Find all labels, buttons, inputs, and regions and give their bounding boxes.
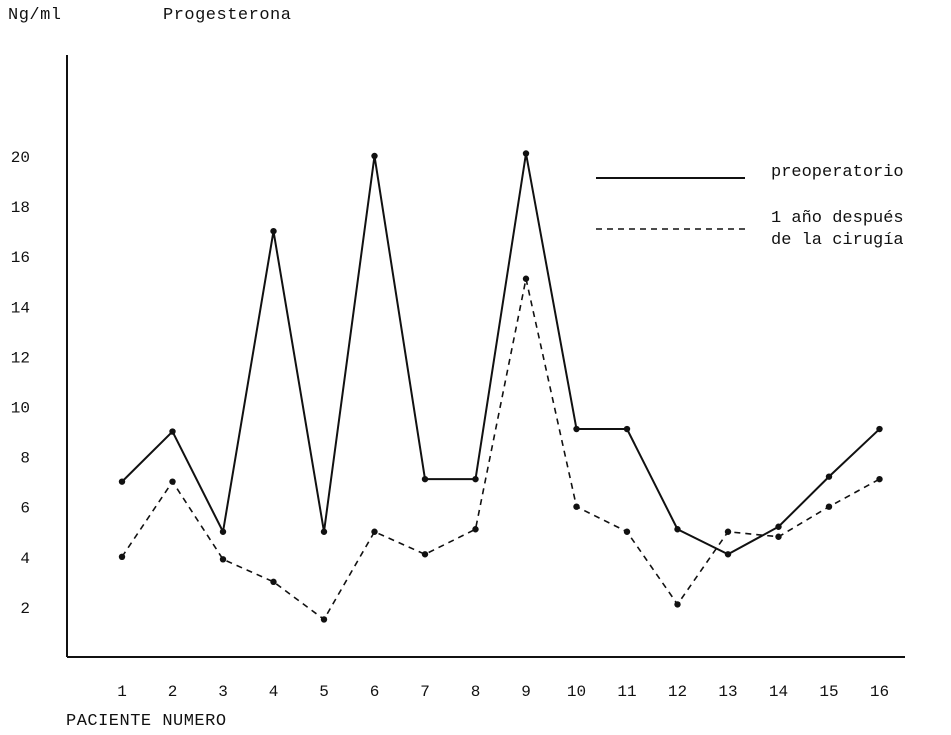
data-point [724,551,732,558]
legend-label-post-surgery: 1 año después de la cirugía [771,209,904,250]
x-tick-label: 2 [168,683,178,701]
data-point [674,601,681,608]
data-point [876,425,883,433]
x-tick-label: 3 [218,683,228,701]
data-point [724,528,732,535]
data-point [472,526,479,533]
x-tick-label: 15 [819,683,838,701]
x-tick-label: 1 [117,683,127,701]
data-point [169,478,176,485]
x-tick-label: 8 [471,683,481,701]
data-point [674,526,681,533]
x-tick-label: 12 [668,683,687,701]
x-tick-label: 6 [370,683,380,701]
data-point [118,478,126,485]
y-tick-label: 18 [11,199,30,217]
data-point [522,275,530,282]
y-tick-label: 16 [11,249,30,267]
y-tick-label: 10 [11,400,30,418]
y-axis-unit-label: Ng/ml [8,6,62,25]
y-tick-label: 2 [20,600,30,618]
data-point [421,551,429,558]
data-point [118,553,126,560]
data-point [371,528,378,535]
data-point [775,523,782,530]
data-point [623,528,631,535]
data-point [522,150,530,157]
data-point [219,556,227,563]
series-group [118,150,883,623]
data-point [825,503,833,510]
x-tick-label: 5 [319,683,329,701]
series-line-post-surgery [121,278,880,621]
x-axis-title: PACIENTE NUMERO [66,712,227,731]
data-point [825,473,833,480]
x-tick-label: 9 [521,683,531,701]
series-line-preoperatorio [121,153,881,556]
data-point [472,475,479,483]
data-point [371,152,378,160]
legend-label-preoperatorio: preoperatorio [771,163,904,182]
y-tick-label: 20 [11,149,30,167]
y-tick-label: 14 [11,299,30,317]
x-tick-label: 4 [269,683,279,701]
data-point [270,227,277,235]
y-tick-label: 8 [20,450,30,468]
x-tick-label: 16 [870,683,889,701]
data-point [573,425,580,433]
x-tick-label: 11 [617,683,636,701]
data-point [573,503,580,510]
data-point [421,475,429,483]
y-tick-group: 2 4 6 8 10 12 14 16 18 20 [11,149,30,618]
y-tick-label: 4 [20,550,30,568]
chart-title: Progesterona [163,6,292,25]
x-tick-label: 13 [718,683,737,701]
y-tick-label: 12 [11,349,30,367]
x-tick-label: 10 [567,683,586,701]
legend-lines [596,177,745,230]
x-tick-group: 1 2 3 4 5 6 7 8 9 10 11 12 13 14 15 16 [117,683,889,701]
x-tick-label: 7 [420,683,430,701]
y-tick-label: 6 [20,500,30,518]
data-point [219,528,227,535]
data-point [876,475,883,483]
data-point [169,428,176,435]
data-point [320,528,328,535]
data-point [623,425,631,433]
data-point [775,533,782,540]
data-point [320,616,328,623]
x-tick-label: 14 [769,683,788,701]
data-point [270,578,277,586]
